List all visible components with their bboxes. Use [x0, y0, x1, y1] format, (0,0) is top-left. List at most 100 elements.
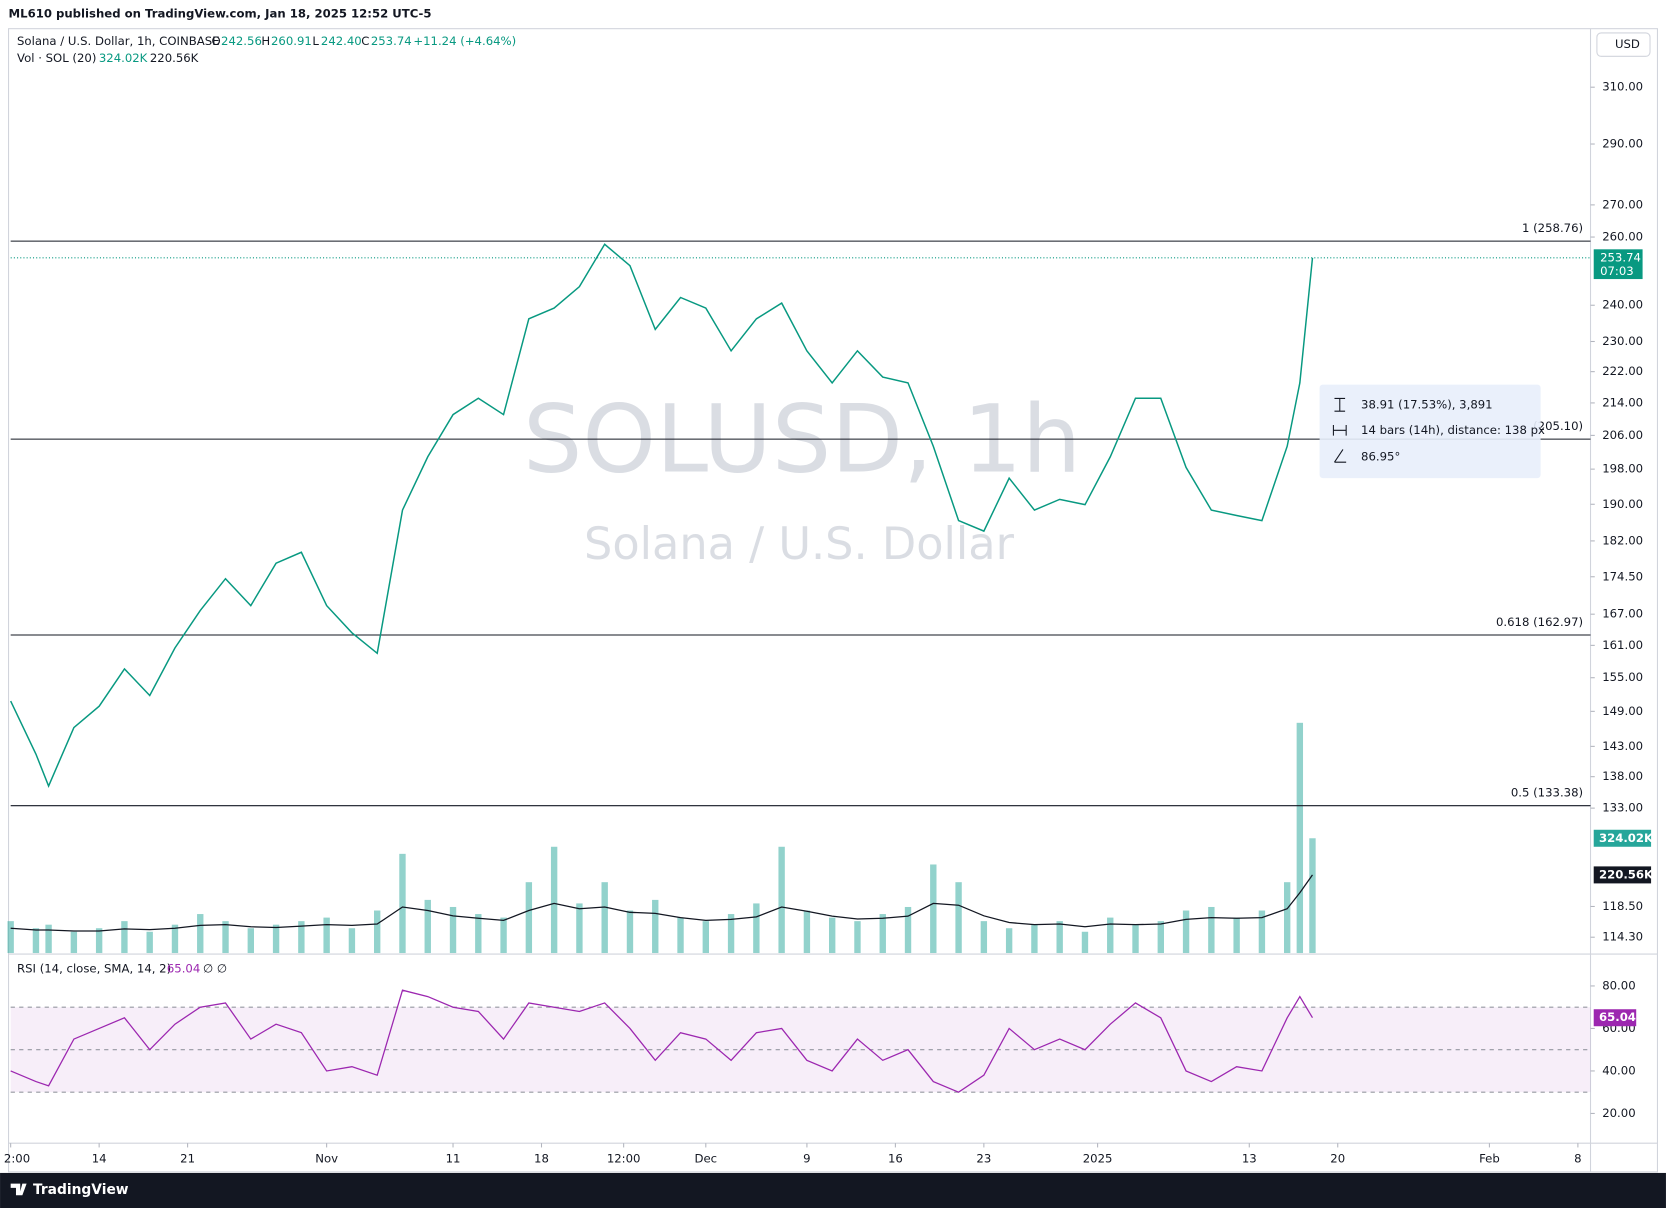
- volume-bar: [500, 917, 507, 954]
- y-tick-label: 40.00: [1602, 1063, 1635, 1077]
- volume-bar: [1132, 924, 1139, 954]
- legend-key: O: [211, 34, 220, 48]
- y-tick-label: 161.00: [1602, 638, 1643, 652]
- x-tick-label: 2:00: [4, 1152, 30, 1166]
- rsi-value: 65.04: [167, 961, 200, 975]
- volume-bar: [677, 917, 684, 954]
- x-tick-label: 14: [92, 1152, 107, 1166]
- legend-key: L: [312, 34, 319, 48]
- volume-bar: [1005, 928, 1013, 954]
- volume-bar: [727, 914, 735, 954]
- legend-value: 260.91: [271, 34, 312, 48]
- frame: [8, 28, 1658, 1173]
- volume-bar: [70, 931, 78, 954]
- volume-sma-line: [10, 874, 1314, 932]
- volume-bar: [702, 921, 709, 954]
- volume-tag: [1593, 829, 1652, 847]
- volume-bar: [550, 846, 558, 954]
- measure-icon: [1334, 397, 1346, 412]
- volume-bar: [171, 924, 179, 954]
- volume-bar: [955, 882, 962, 954]
- x-tick-label: 12:00: [607, 1152, 641, 1166]
- volume-bar: [1233, 917, 1240, 954]
- currency-label[interactable]: USD: [1615, 37, 1640, 51]
- last-price-tag: [1593, 249, 1643, 280]
- volume-bar: [121, 921, 128, 954]
- x-tick-label: 9: [803, 1152, 810, 1166]
- volume-bar: [7, 921, 14, 954]
- volume-title: Vol · SOL (20): [17, 51, 96, 65]
- x-tick-label: 2025: [1083, 1152, 1113, 1166]
- rsi-tag-label: 65.04: [1599, 1010, 1636, 1024]
- volume-bar: [1157, 921, 1164, 954]
- rsi-suffix: ∅ ∅: [203, 961, 227, 975]
- measure-price: 38.91 (17.53%), 3,891: [1361, 397, 1493, 411]
- y-tick-label: 155.00: [1602, 670, 1643, 684]
- volume-bar: [1309, 838, 1316, 954]
- fib-level-label: 1 (258.76): [1522, 221, 1583, 235]
- y-tick-label: 138.00: [1602, 769, 1643, 783]
- y-tick-label: 310.00: [1602, 80, 1643, 94]
- volume-bar: [1284, 882, 1291, 954]
- y-tick-label: 20.00: [1602, 1106, 1635, 1120]
- y-tick-label: 260.00: [1602, 230, 1643, 244]
- legend-key: H: [261, 34, 270, 48]
- x-tick-label: 8: [1574, 1152, 1581, 1166]
- measure-icon: [1334, 449, 1347, 463]
- rsi-tag: [1593, 1009, 1637, 1027]
- x-tick-label: Dec: [695, 1152, 718, 1166]
- volume-bar: [1182, 910, 1190, 954]
- y-tick-label: 206.00: [1602, 428, 1643, 442]
- x-tick-label: 18: [534, 1152, 549, 1166]
- volume-bar: [626, 910, 634, 954]
- volume-bar: [1107, 917, 1114, 954]
- volume-bar: [980, 921, 988, 954]
- y-tick-label: 198.00: [1602, 462, 1643, 476]
- footer-bar: [0, 1172, 1666, 1208]
- x-tick-label: 11: [446, 1152, 461, 1166]
- brand-logo: [10, 1183, 27, 1196]
- volume-bar: [803, 910, 811, 954]
- y-tick-label: 167.00: [1602, 607, 1643, 621]
- watermark-symbol: SOLUSD, 1h: [523, 386, 1081, 495]
- y-tick-label: 290.00: [1602, 137, 1643, 151]
- volume-tag-label: 220.56K: [1599, 867, 1654, 881]
- volume-bar: [601, 882, 608, 954]
- x-tick-label: 21: [180, 1152, 195, 1166]
- y-tick-label: 270.00: [1602, 197, 1643, 211]
- volume-bar: [197, 914, 204, 954]
- measure-icon: [1332, 424, 1347, 436]
- y-tick-label: 190.00: [1602, 497, 1643, 511]
- rsi-band: [10, 1007, 1591, 1093]
- volume-bar: [146, 931, 153, 954]
- volume-bar: [1208, 906, 1215, 954]
- volume-bar: [1258, 910, 1266, 954]
- x-tick-label: 13: [1242, 1152, 1257, 1166]
- volume-bar: [449, 906, 457, 954]
- volume-tag: [1593, 866, 1652, 884]
- measure-box: [1319, 384, 1541, 479]
- currency-button[interactable]: USD: [1596, 32, 1651, 57]
- volume-bar: [424, 899, 431, 954]
- measure-bars: 14 bars (14h), distance: 138 px: [1361, 423, 1545, 437]
- volume-bar: [652, 899, 659, 954]
- legend-symbol: Solana / U.S. Dollar, 1h, COINBASE: [17, 34, 219, 48]
- volume-bar: [930, 864, 937, 954]
- y-tick-label: 133.00: [1602, 801, 1643, 815]
- y-tick-label: 214.00: [1602, 395, 1643, 409]
- rsi-title: RSI (14, close, SMA, 14, 2): [17, 961, 171, 975]
- plot: 2:00 14 21 Nov 11 18 12:00 Dec 9 16 23 2025 13 20 Feb 8…: [4, 80, 1654, 1166]
- x-tick-label: 20: [1330, 1152, 1345, 1166]
- volume-bar: [272, 924, 280, 954]
- y-tick-label: 118.50: [1602, 899, 1643, 913]
- volume-bar: [1031, 924, 1038, 954]
- y-tick-label: 240.00: [1602, 298, 1643, 312]
- volume-bar: [904, 906, 912, 954]
- y-tick-label: 149.00: [1602, 704, 1643, 718]
- measure-angle: 86.95°: [1361, 449, 1400, 463]
- currency-button-box[interactable]: [1596, 32, 1651, 57]
- countdown-label: 07:03: [1600, 264, 1634, 278]
- legend-key: C: [361, 34, 369, 48]
- y-tick-label: 222.00: [1602, 364, 1643, 378]
- volume-bar: [753, 903, 760, 954]
